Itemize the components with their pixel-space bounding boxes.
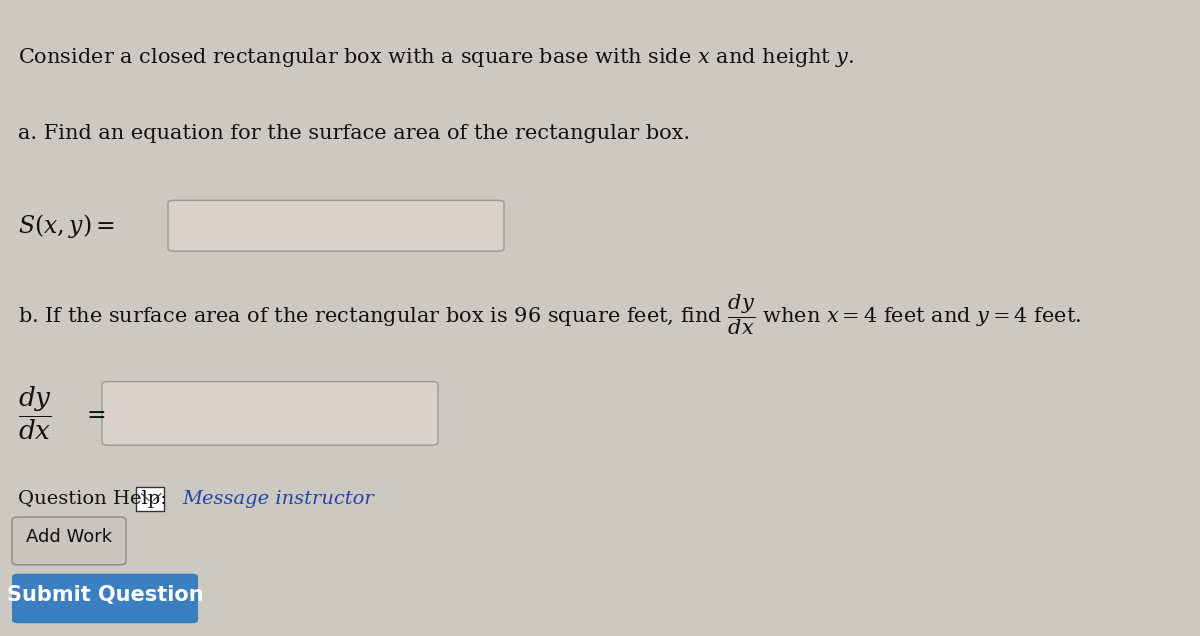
FancyBboxPatch shape	[12, 517, 126, 565]
Text: $\dfrac{dy}{dx}$: $\dfrac{dy}{dx}$	[18, 385, 52, 442]
Text: $S(x, y) =$: $S(x, y) =$	[18, 212, 115, 240]
Text: Consider a closed rectangular box with a square base with side $x$ and height $y: Consider a closed rectangular box with a…	[18, 46, 854, 69]
FancyBboxPatch shape	[102, 382, 438, 445]
Text: Message instructor: Message instructor	[182, 490, 374, 508]
Text: Question Help:: Question Help:	[18, 490, 167, 508]
FancyBboxPatch shape	[12, 574, 198, 623]
Text: Add Work: Add Work	[26, 529, 112, 546]
Text: a. Find an equation for the surface area of the rectangular box.: a. Find an equation for the surface area…	[18, 124, 690, 143]
Text: b. If the surface area of the rectangular box is 96 square feet, find $\dfrac{dy: b. If the surface area of the rectangula…	[18, 293, 1081, 337]
FancyBboxPatch shape	[136, 487, 164, 511]
FancyBboxPatch shape	[168, 200, 504, 251]
Text: Submit Question: Submit Question	[7, 584, 203, 605]
Text: $=$: $=$	[82, 402, 106, 425]
